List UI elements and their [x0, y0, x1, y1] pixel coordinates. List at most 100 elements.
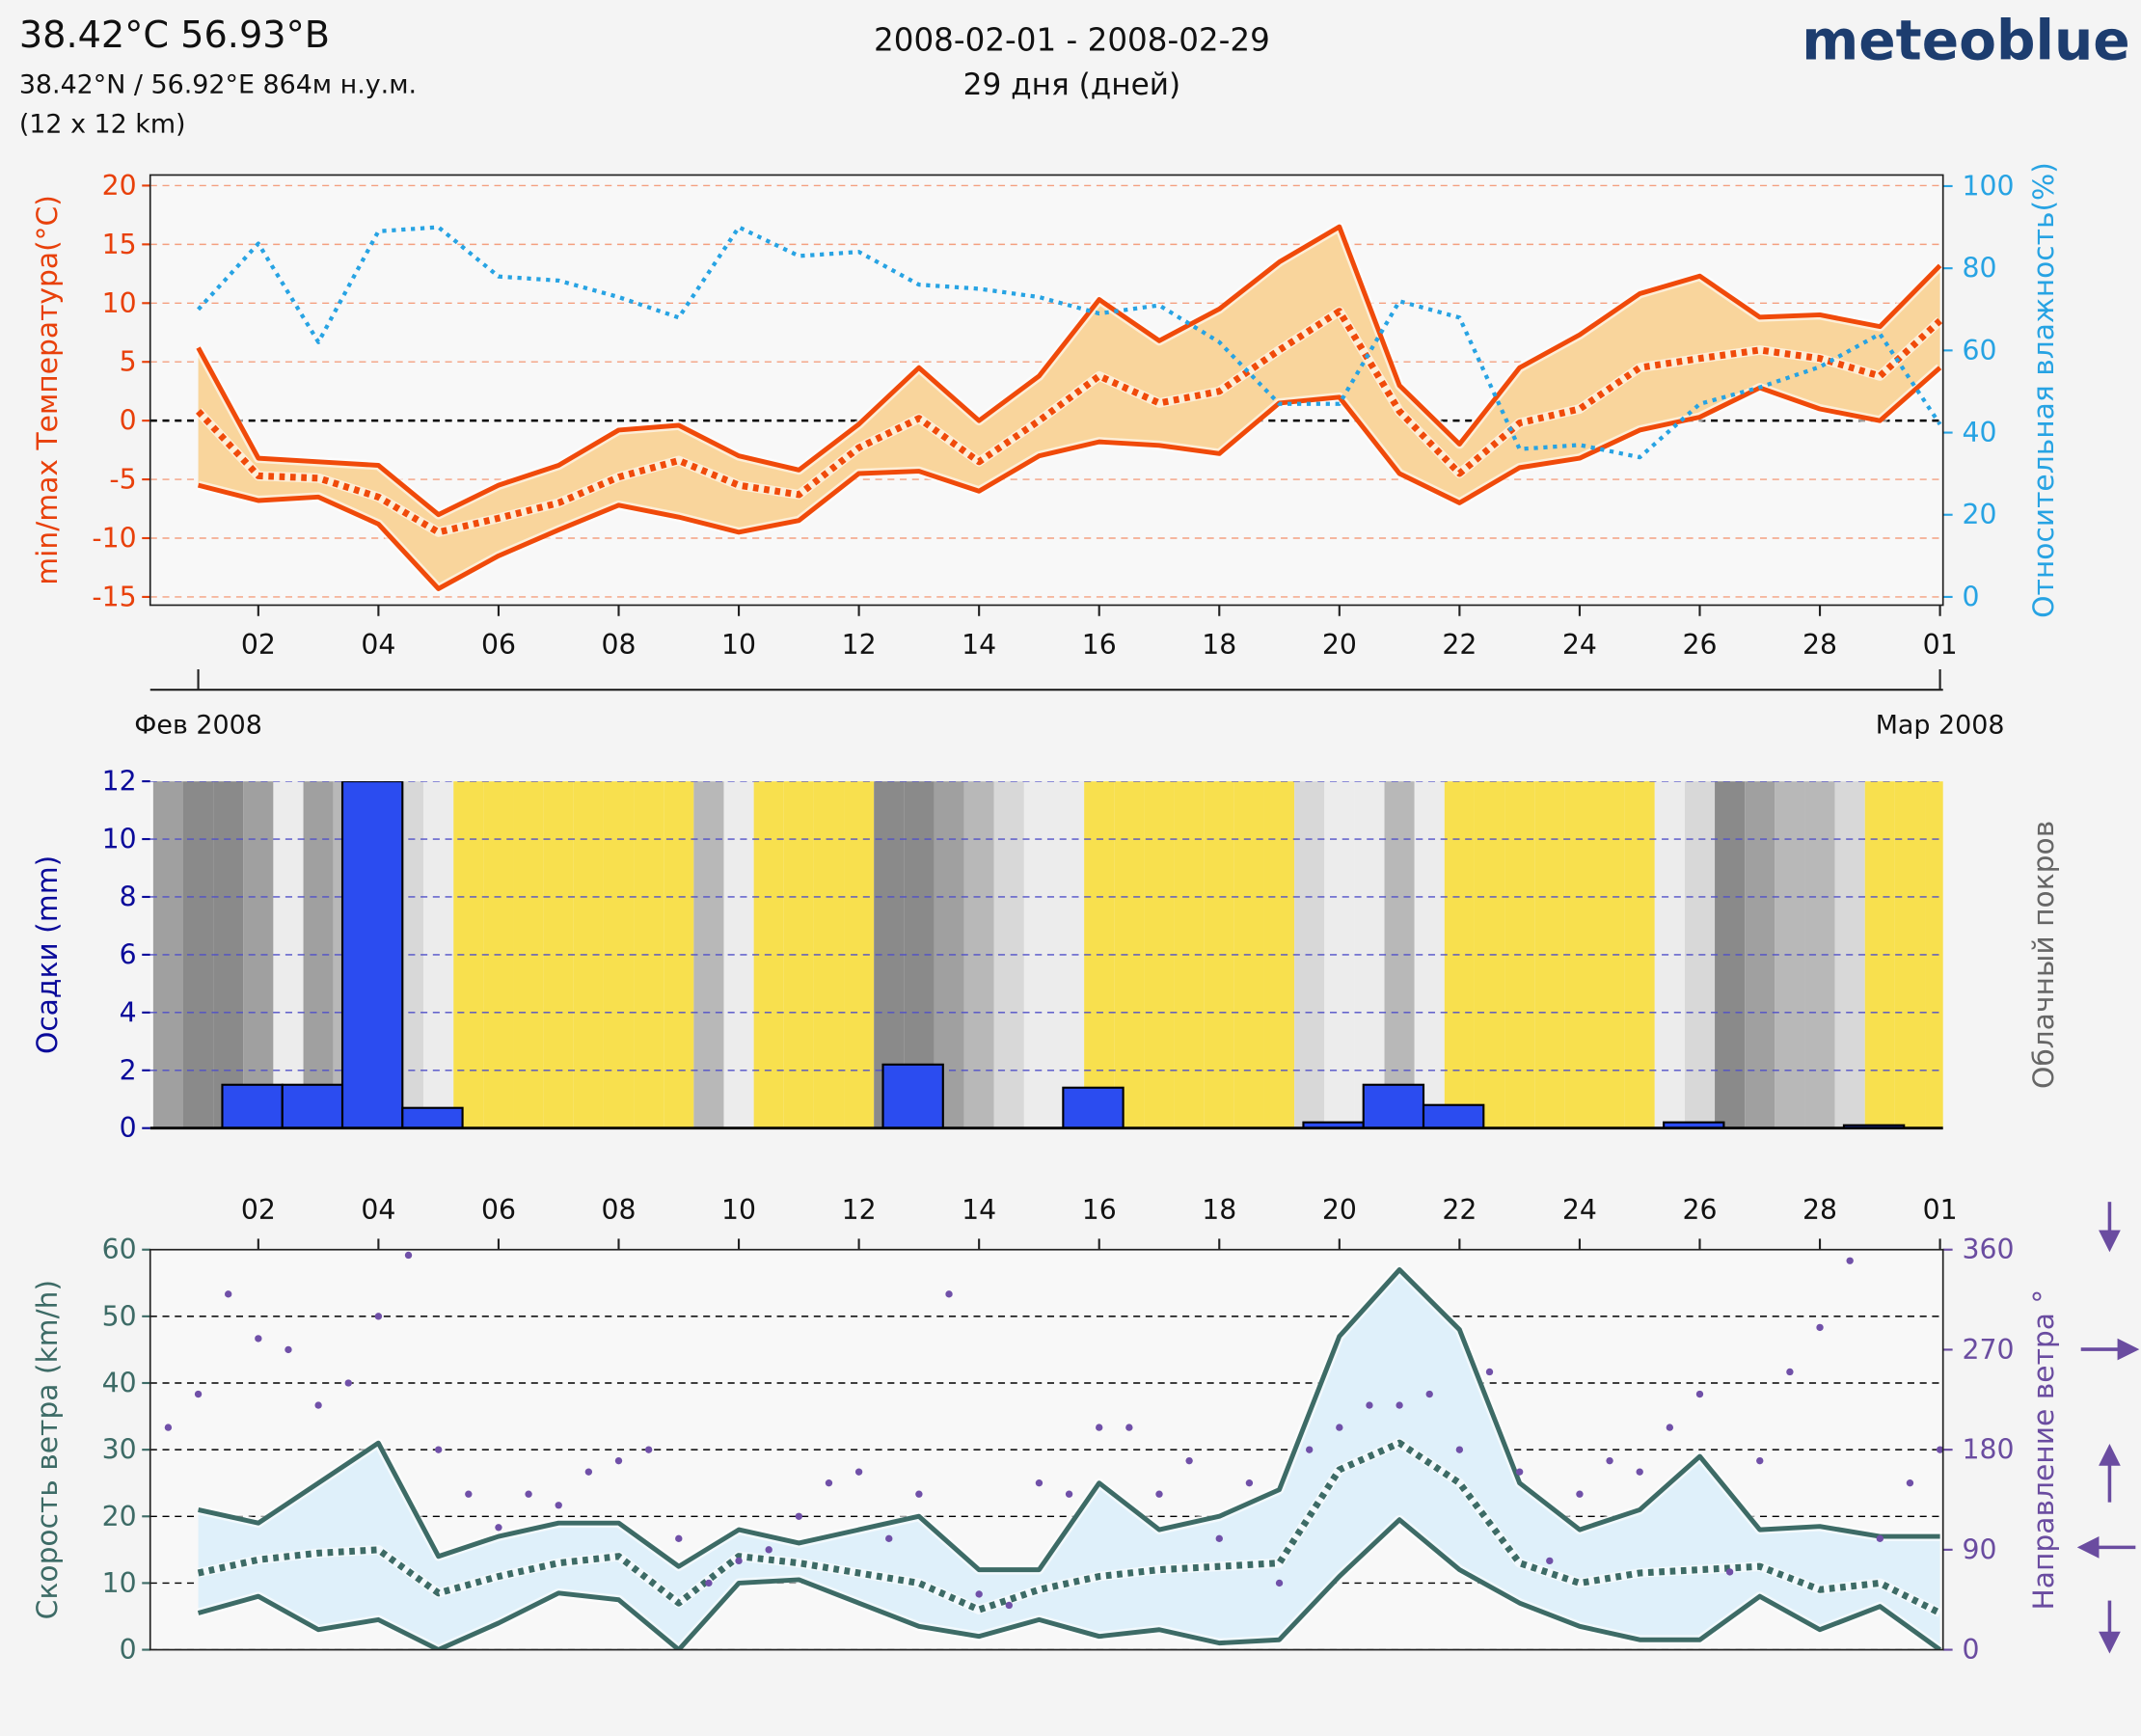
- direction-dot: [1876, 1534, 1884, 1543]
- y2-axis-label: Относительная влажность(%): [2027, 162, 2061, 618]
- x-tick-label: 24: [1562, 1194, 1597, 1226]
- x-tick-label: 02: [241, 629, 276, 661]
- direction-dot: [1005, 1601, 1013, 1610]
- range-band: [198, 1269, 1940, 1650]
- precip-bar: [340, 781, 404, 1128]
- y-tick-label: 2: [120, 1054, 137, 1086]
- direction-dot: [975, 1590, 983, 1598]
- x-tick-label: 08: [601, 629, 636, 661]
- cloud-stripe: [243, 781, 274, 1128]
- arrow-head: [2076, 1536, 2100, 1559]
- direction-dot: [1725, 1568, 1734, 1576]
- x-tick-label: 18: [1202, 629, 1236, 661]
- y2-tick-label: 0: [1963, 581, 1980, 612]
- y2-tick-label: 40: [1963, 417, 1997, 448]
- y-axis-label: Осадки (mm): [31, 855, 65, 1054]
- direction-dot: [1455, 1446, 1464, 1453]
- x-tick-label: 06: [481, 629, 516, 661]
- direction-dot: [614, 1456, 623, 1465]
- y-axis-label: Скорость ветра (km/h): [31, 1280, 65, 1619]
- y-tick-label: 8: [120, 881, 137, 912]
- x-tick-label: 20: [1322, 1194, 1357, 1226]
- direction-dot: [1936, 1446, 1943, 1453]
- cloud-stripe: [1324, 781, 1355, 1128]
- direction-dot: [1666, 1424, 1674, 1431]
- y2-axis-label: Облачный покров: [2027, 821, 2061, 1089]
- y-tick-label: 0: [120, 1112, 137, 1144]
- y2-tick-label: 60: [1963, 335, 1997, 366]
- x-tick-label: 14: [962, 629, 996, 661]
- direction-dot: [644, 1446, 653, 1453]
- y-tick-label: 40: [102, 1367, 137, 1398]
- series-line: [197, 366, 1942, 591]
- month-label: Фев 2008: [134, 711, 262, 741]
- y2-tick-label: 20: [1963, 499, 1997, 530]
- precip-bar: [221, 1083, 284, 1128]
- y-tick-label: -5: [109, 464, 136, 496]
- direction-dot: [434, 1446, 443, 1453]
- direction-dot: [1636, 1468, 1643, 1476]
- plot-border: [149, 174, 1944, 607]
- cloud-stripe: [1864, 781, 1895, 1128]
- direction-dot: [1425, 1390, 1433, 1398]
- y-tick-label: 20: [102, 1501, 137, 1533]
- series-line: [197, 225, 1942, 460]
- x-tick-label: 26: [1682, 629, 1717, 661]
- brand-logo: meteoblue: [1802, 10, 2129, 73]
- y-tick-label: 50: [102, 1300, 137, 1332]
- precip-bar: [1422, 1103, 1485, 1128]
- direction-dot: [1185, 1456, 1193, 1465]
- arrow-head: [2099, 1444, 2121, 1466]
- precip-bar: [1842, 1124, 1906, 1128]
- y-tick-label: 6: [120, 938, 137, 970]
- direction-dot: [404, 1251, 413, 1260]
- series-line: [197, 1439, 1942, 1616]
- direction-dot: [344, 1379, 352, 1387]
- arrow-head: [2099, 1230, 2121, 1253]
- plot-content: [149, 184, 1943, 598]
- y-axis-label: min/max Температура(°C): [31, 195, 65, 585]
- x-tick-label: 10: [721, 629, 756, 661]
- x-tick-label: 16: [1082, 629, 1117, 661]
- days: 29 дня (дней): [963, 68, 1181, 102]
- x-tick-label: 16: [1082, 1194, 1117, 1226]
- x-tick-label: 01: [1923, 1194, 1958, 1226]
- direction-dot: [164, 1424, 173, 1431]
- direction-dot: [1035, 1479, 1043, 1487]
- y-tick-label: -15: [92, 581, 136, 612]
- direction-dot: [1816, 1323, 1824, 1332]
- x-tick-label: 24: [1562, 629, 1597, 661]
- x-tick-label: 10: [721, 1194, 756, 1226]
- series-line: [195, 308, 1942, 536]
- y-tick-label: 10: [102, 824, 137, 855]
- y2-tick-label: 270: [1963, 1334, 2015, 1366]
- x-tick-label: 04: [361, 1194, 395, 1226]
- direction-dot: [1366, 1401, 1373, 1409]
- direction-dot: [374, 1313, 383, 1320]
- y2-tick-label: 180: [1963, 1434, 2015, 1466]
- x-tick-label: 28: [1802, 629, 1837, 661]
- direction-dot: [795, 1512, 803, 1520]
- direction-dot: [854, 1468, 863, 1476]
- x-tick-label: 06: [481, 1194, 516, 1226]
- direction-dot: [1336, 1424, 1343, 1431]
- cloud-stripe: [1054, 781, 1085, 1128]
- direction-dot: [1125, 1424, 1133, 1431]
- direction-dot: [1756, 1456, 1764, 1465]
- x-tick-label: 22: [1442, 629, 1477, 661]
- month-label: Мар 2008: [1876, 711, 2005, 741]
- direction-dot: [584, 1468, 593, 1476]
- cloud-stripe: [1594, 781, 1625, 1128]
- wind-direction-arrows: [2076, 1202, 2140, 1654]
- precip-bar: [281, 1083, 344, 1128]
- direction-dot: [915, 1490, 923, 1498]
- x-tick-label: 08: [601, 1194, 636, 1226]
- direction-dot: [765, 1546, 772, 1554]
- direction-dot: [1306, 1446, 1314, 1453]
- location: 38.42°N / 56.92°E 864м н.у.м.: [19, 70, 417, 100]
- cloud-stripe: [783, 781, 814, 1128]
- direction-dot: [1096, 1424, 1103, 1431]
- x-tick-label: 12: [842, 1194, 877, 1226]
